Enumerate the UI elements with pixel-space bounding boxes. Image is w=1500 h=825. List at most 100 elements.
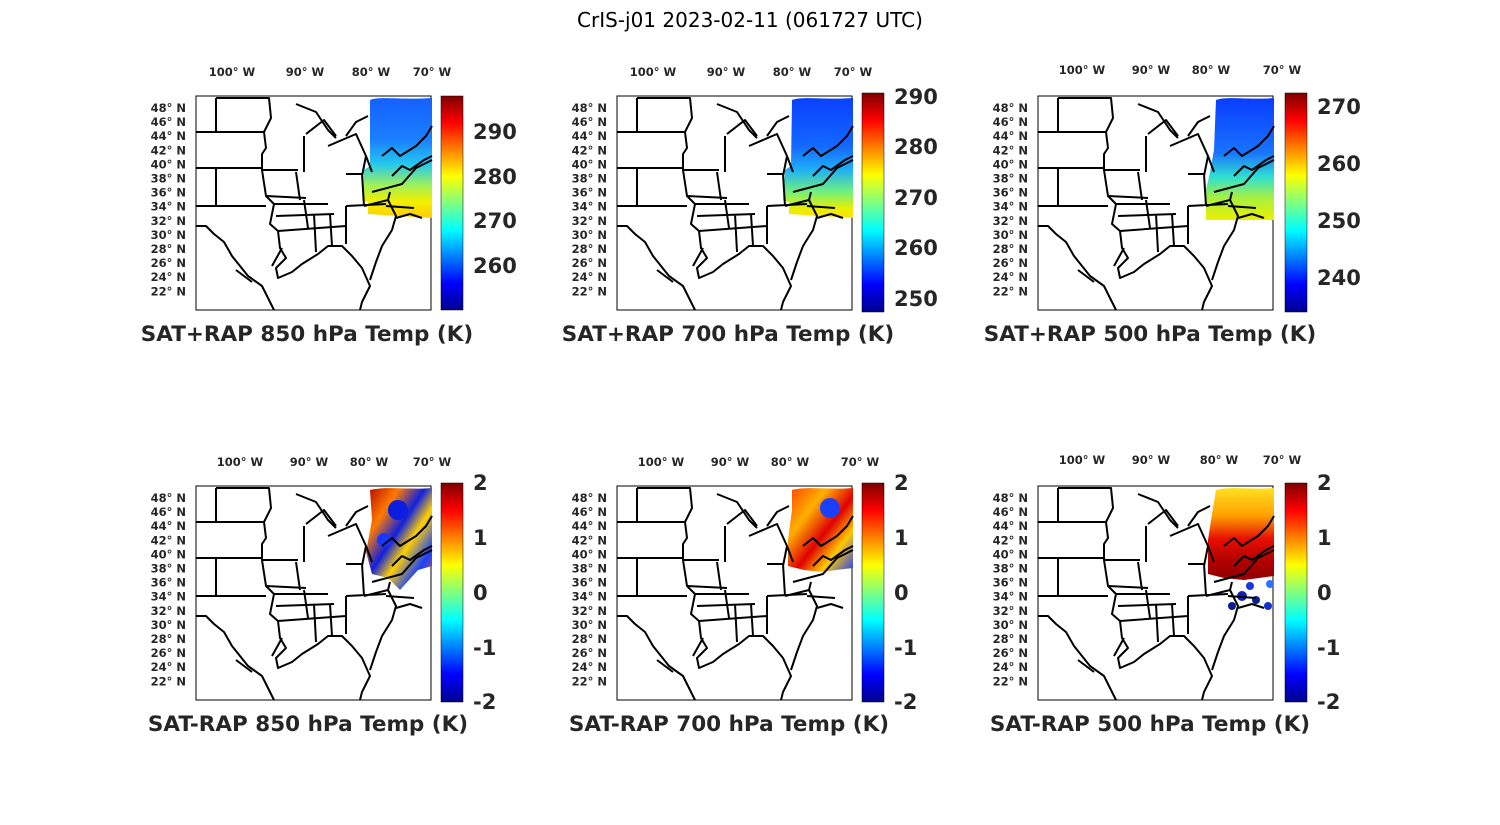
lat-tick: 46° N bbox=[151, 505, 186, 519]
lat-tick: 40° N bbox=[993, 157, 1028, 171]
temperature-swath bbox=[783, 98, 853, 218]
panel-700-diff: 100° W 90° W 80° W 70° W 48° N46° N44° N… bbox=[569, 455, 917, 737]
lat-tick: 26° N bbox=[993, 646, 1028, 660]
lat-tick: 40° N bbox=[151, 157, 186, 171]
difference-patch bbox=[820, 498, 840, 518]
lat-tick: 44° N bbox=[151, 129, 186, 143]
lat-tick: 24° N bbox=[151, 270, 186, 284]
lat-tick: 36° N bbox=[572, 576, 607, 590]
lat-tick: 40° N bbox=[993, 547, 1028, 561]
lat-tick: 46° N bbox=[993, 115, 1028, 129]
lat-tick: 42° N bbox=[993, 533, 1028, 547]
lat-tick: 34° N bbox=[151, 200, 186, 214]
temperature-swath bbox=[1206, 98, 1274, 220]
lon-tick: 70° W bbox=[413, 65, 452, 79]
lat-tick: 38° N bbox=[993, 562, 1028, 576]
lat-tick: 38° N bbox=[151, 172, 186, 186]
panel-850-diff: 100° W 90° W 80° W 70° W 48° N46° N44° N… bbox=[148, 455, 496, 737]
lon-ticks: 100° W 90° W 80° W 70° W bbox=[1059, 63, 1302, 77]
difference-patch bbox=[377, 533, 391, 547]
lat-tick: 42° N bbox=[993, 143, 1028, 157]
colorbar-tick: 2 bbox=[894, 471, 909, 495]
lat-tick: 36° N bbox=[993, 576, 1028, 590]
lat-tick: 30° N bbox=[993, 228, 1028, 242]
lon-tick: 90° W bbox=[711, 455, 750, 469]
panel-title: SAT-RAP 700 hPa Temp (K) bbox=[569, 712, 889, 737]
colorbar-tick: 0 bbox=[473, 581, 488, 605]
lat-tick: 44° N bbox=[572, 519, 607, 533]
colorbar-tick: -2 bbox=[473, 690, 496, 714]
lat-tick: 22° N bbox=[572, 674, 607, 688]
colorbar-ticks: 2 1 0 -1 -2 bbox=[1317, 471, 1340, 714]
lat-tick: 42° N bbox=[151, 143, 186, 157]
lat-ticks: 48° N46° N44° N42° N40° N38° N36° N34° N… bbox=[151, 101, 186, 298]
lat-tick: 24° N bbox=[993, 660, 1028, 674]
lat-tick: 22° N bbox=[151, 284, 186, 298]
panel-850-sum: 100° W 90° W 80° W 70° W 48° N46° N44° N… bbox=[141, 65, 517, 347]
lon-tick: 100° W bbox=[1059, 453, 1106, 467]
lat-tick: 30° N bbox=[993, 618, 1028, 632]
difference-dot bbox=[1264, 602, 1272, 610]
difference-dot bbox=[1266, 580, 1274, 588]
lon-tick: 70° W bbox=[834, 65, 873, 79]
colorbar-tick: 1 bbox=[473, 526, 488, 550]
colorbar-tick: 0 bbox=[894, 581, 909, 605]
colorbar-tick: 250 bbox=[1317, 209, 1361, 233]
colorbar-tick: -2 bbox=[894, 690, 917, 714]
colorbar-ticks: 290 280 270 260 bbox=[473, 120, 517, 278]
lat-tick: 32° N bbox=[151, 604, 186, 618]
colorbar-tick: 260 bbox=[473, 254, 517, 278]
lat-tick: 32° N bbox=[572, 604, 607, 618]
lat-ticks: 48° N46° N44° N42° N40° N38° N36° N34° N… bbox=[572, 491, 607, 688]
lat-tick: 48° N bbox=[572, 491, 607, 505]
lat-tick: 28° N bbox=[151, 632, 186, 646]
colorbar-tick: 240 bbox=[1317, 266, 1361, 290]
colorbar-tick: 1 bbox=[894, 526, 909, 550]
lat-tick: 42° N bbox=[151, 533, 186, 547]
lon-ticks: 100° W 90° W 80° W 70° W bbox=[638, 455, 880, 469]
lon-tick: 70° W bbox=[841, 455, 880, 469]
colorbar-tick: 290 bbox=[473, 120, 517, 144]
lon-tick: 100° W bbox=[638, 455, 685, 469]
lat-tick: 22° N bbox=[572, 284, 607, 298]
temperature-swath bbox=[362, 98, 432, 218]
lat-tick: 48° N bbox=[993, 101, 1028, 115]
colorbar bbox=[861, 92, 885, 313]
lat-tick: 42° N bbox=[572, 533, 607, 547]
lat-tick: 26° N bbox=[993, 256, 1028, 270]
colorbar-tick: 270 bbox=[473, 209, 517, 233]
lat-tick: 26° N bbox=[572, 256, 607, 270]
lat-tick: 48° N bbox=[572, 101, 607, 115]
lon-tick: 90° W bbox=[290, 455, 329, 469]
lat-tick: 46° N bbox=[151, 115, 186, 129]
lat-tick: 32° N bbox=[151, 214, 186, 228]
lat-tick: 28° N bbox=[151, 242, 186, 256]
lat-tick: 42° N bbox=[572, 143, 607, 157]
lat-tick: 34° N bbox=[993, 590, 1028, 604]
lon-tick: 100° W bbox=[630, 65, 677, 79]
figure-title: CrIS-j01 2023-02-11 (061727 UTC) bbox=[577, 8, 923, 32]
lat-tick: 48° N bbox=[151, 101, 186, 115]
lon-tick: 80° W bbox=[350, 455, 389, 469]
colorbar bbox=[440, 95, 464, 311]
lat-tick: 40° N bbox=[151, 547, 186, 561]
lat-tick: 26° N bbox=[572, 646, 607, 660]
lon-tick: 80° W bbox=[352, 65, 391, 79]
lat-tick: 38° N bbox=[993, 172, 1028, 186]
lat-tick: 34° N bbox=[151, 590, 186, 604]
panel-title: SAT+RAP 500 hPa Temp (K) bbox=[984, 322, 1316, 347]
lon-tick: 70° W bbox=[413, 455, 452, 469]
lon-tick: 70° W bbox=[1263, 453, 1302, 467]
lat-tick: 34° N bbox=[993, 200, 1028, 214]
difference-dots bbox=[1228, 580, 1274, 610]
lat-tick: 44° N bbox=[572, 129, 607, 143]
colorbar-ticks: 2 1 0 -1 -2 bbox=[894, 471, 917, 714]
colorbar-tick: -1 bbox=[1317, 636, 1340, 660]
lon-tick: 70° W bbox=[1263, 63, 1302, 77]
lat-tick: 40° N bbox=[572, 157, 607, 171]
lon-tick: 100° W bbox=[209, 65, 256, 79]
colorbar-tick: 280 bbox=[473, 165, 517, 189]
difference-swath bbox=[1208, 488, 1274, 580]
difference-dot bbox=[1246, 582, 1254, 590]
lat-tick: 38° N bbox=[151, 562, 186, 576]
